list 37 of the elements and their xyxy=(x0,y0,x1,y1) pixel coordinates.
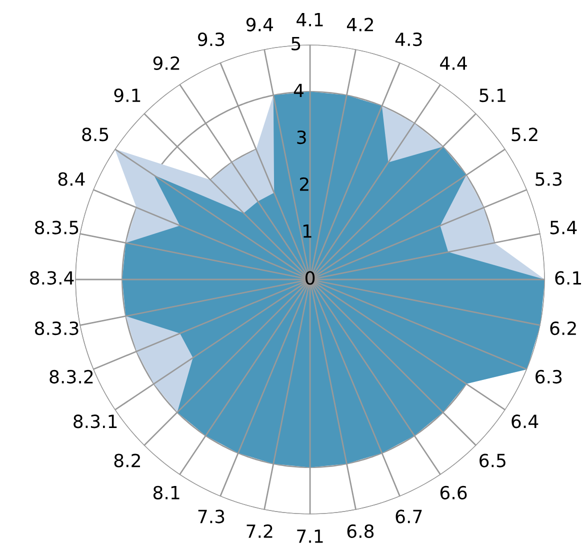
spoke-label: 7.2 xyxy=(246,524,272,538)
spoke-label: 4.2 xyxy=(346,18,373,32)
spoke-label: 5.4 xyxy=(550,220,577,234)
y-tick-label: 2 xyxy=(300,177,308,191)
spoke-label: 8.3.5 xyxy=(35,220,78,234)
spoke-label: 9.2 xyxy=(153,56,180,70)
spoke-label: 8.4 xyxy=(58,172,85,186)
spoke-label: 9.1 xyxy=(114,88,140,102)
spoke-label: 4.4 xyxy=(440,56,467,70)
spoke-label: 8.2 xyxy=(114,454,140,468)
spoke-label: 4.1 xyxy=(296,13,323,26)
spoke-label: 4.3 xyxy=(395,32,422,46)
spoke-label: 8.3.2 xyxy=(50,370,93,384)
spoke-label: 6.2 xyxy=(550,321,576,336)
spoke-label: 6.4 xyxy=(512,414,538,428)
spoke-label: 8.5 xyxy=(82,128,108,142)
y-tick-label: 1 xyxy=(303,224,312,238)
spoke-label: 6.3 xyxy=(536,370,562,384)
spoke-label: 7.1 xyxy=(297,530,323,543)
spoke-label: 5.1 xyxy=(480,88,506,102)
spoke-label: 8.3.1 xyxy=(74,414,117,428)
y-tick-label: 3 xyxy=(297,130,306,144)
spoke-label: 8.3.4 xyxy=(30,271,74,285)
spoke-label: 6.7 xyxy=(396,510,422,524)
spoke-label: 5.3 xyxy=(536,172,562,186)
spoke-label: 7.3 xyxy=(198,510,224,524)
spoke-label: 6.6 xyxy=(440,486,467,500)
spoke-label: 5.2 xyxy=(512,128,538,142)
y-tick-label: 5 xyxy=(292,36,300,50)
spoke-label: 8.3.3 xyxy=(35,321,78,336)
spoke-label: 9.3 xyxy=(198,32,224,46)
y-tick-label: 0 xyxy=(305,271,315,285)
spoke-label: 6.1 xyxy=(555,271,581,285)
spoke-label: 6.5 xyxy=(480,454,506,468)
spoke-label: 6.8 xyxy=(347,524,374,538)
spoke-label: 8.1 xyxy=(153,486,180,500)
spoke-label: 9.4 xyxy=(246,18,274,32)
